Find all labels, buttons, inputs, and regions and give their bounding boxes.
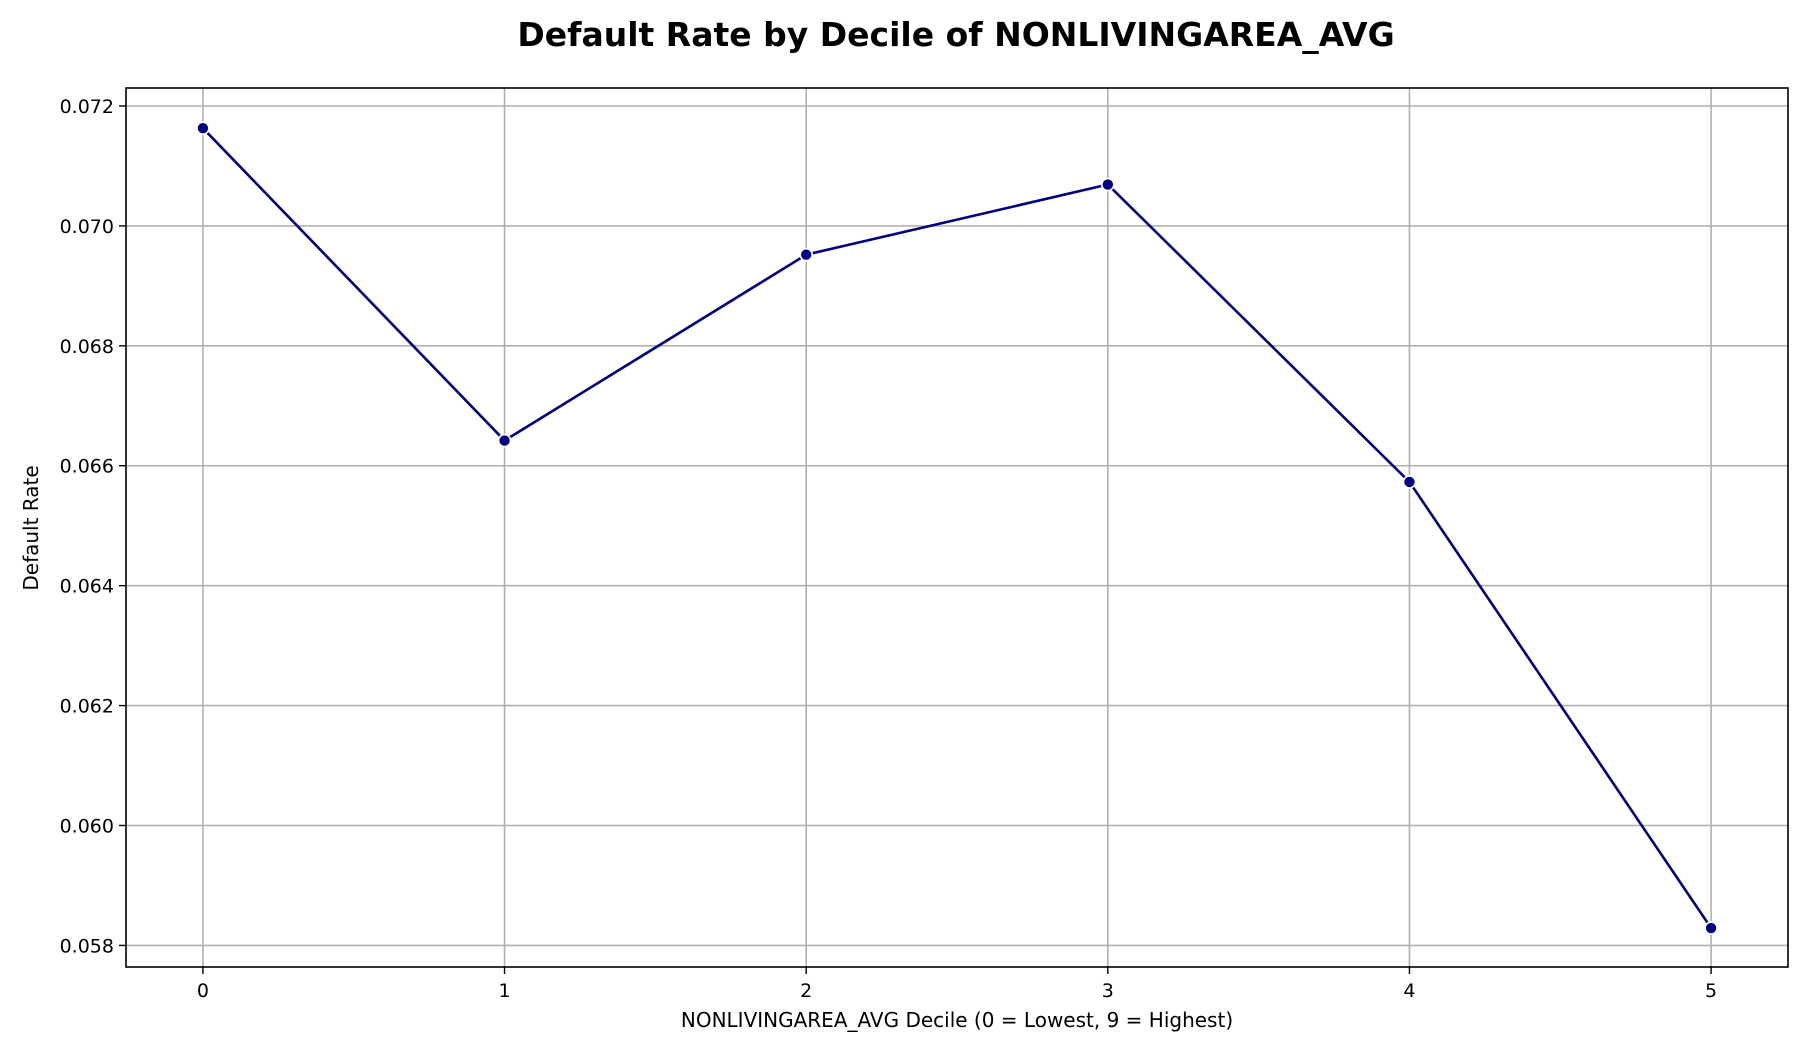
x-tick-label: 2 (800, 980, 812, 1002)
data-point (196, 121, 210, 135)
y-tick-label: 0.062 (60, 696, 114, 718)
x-tick-label: 1 (499, 980, 511, 1002)
tick-layer: 0 1 2 3 4 5 0.058 0.060 0.062 0.064 0.066 0.068 0.07… (60, 96, 1718, 1002)
y-tick-label: 0.064 (60, 576, 114, 598)
data-point (1101, 177, 1115, 192)
y-axis-label: Default Rate (19, 465, 43, 590)
data-point (497, 433, 512, 448)
y-tick-label: 0.070 (60, 216, 114, 238)
chart-title: Default Rate by Decile of NONLIVINGAREA_… (517, 15, 1394, 54)
y-tick-label: 0.068 (60, 336, 114, 358)
series-line (201, 127, 1713, 929)
y-tick-label: 0.060 (60, 815, 114, 837)
plot-area-frame (125, 87, 1789, 968)
grid-layer (126, 88, 1788, 967)
y-tick-label: 0.066 (60, 456, 114, 478)
data-point (799, 247, 813, 262)
x-tick-label: 5 (1705, 980, 1717, 1002)
data-point (1704, 921, 1718, 935)
x-axis-label: NONLIVINGAREA_AVG Decile (0 = Lowest, 9 … (681, 1008, 1233, 1032)
series-layer (196, 121, 1718, 935)
y-tick-label: 0.072 (60, 96, 114, 118)
x-tick-label: 0 (197, 980, 209, 1002)
y-tick-label: 0.058 (60, 935, 114, 957)
x-tick-label: 3 (1102, 980, 1114, 1002)
data-point (1402, 475, 1417, 489)
x-tick-label: 4 (1403, 980, 1415, 1002)
